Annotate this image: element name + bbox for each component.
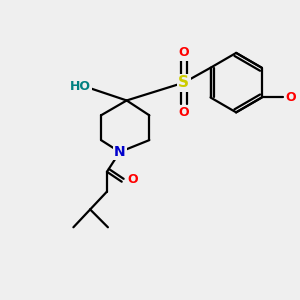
Text: HO: HO	[70, 80, 91, 93]
Text: O: O	[285, 91, 296, 104]
Text: O: O	[178, 106, 189, 119]
Text: O: O	[128, 173, 138, 186]
Text: S: S	[178, 75, 189, 90]
Text: O: O	[178, 46, 189, 59]
Text: N: N	[114, 145, 126, 159]
